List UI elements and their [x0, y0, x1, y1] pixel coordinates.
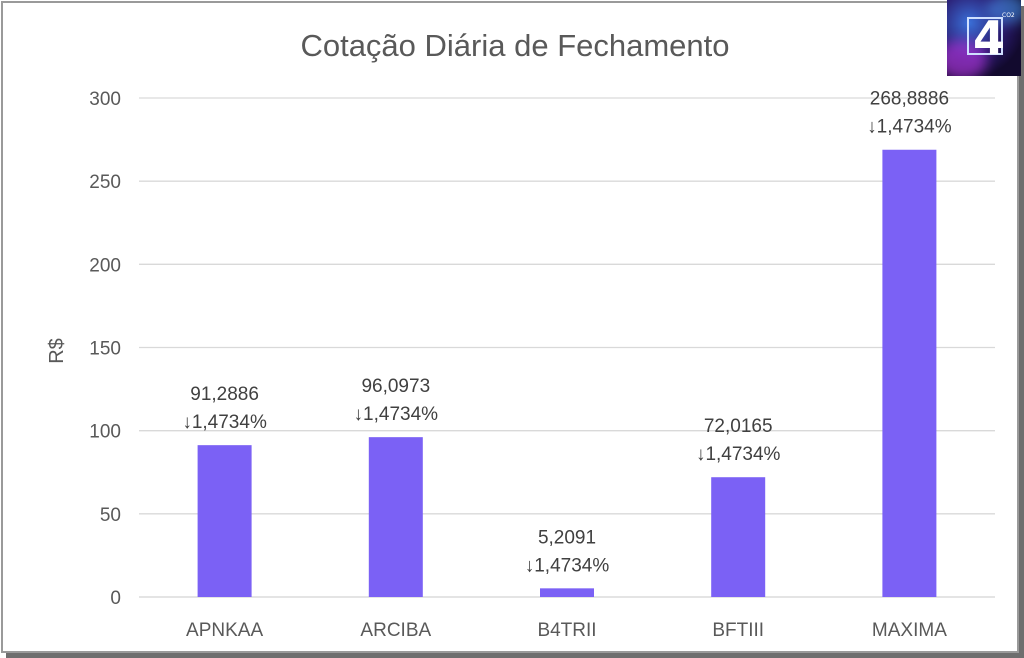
y-tick-label: 0: [110, 588, 121, 609]
x-axis-ticks: APNKAA ARCIBA B4TRII BFTIII MAXIMA: [186, 620, 947, 641]
logo-superscript: CO2: [1002, 12, 1015, 19]
bars: [197, 149, 937, 597]
bar-bftiii: [711, 477, 766, 597]
y-tick-label: 100: [89, 422, 121, 443]
value-label: 91,2886: [190, 384, 259, 405]
change-label: ↓1,4734%: [182, 412, 267, 433]
gridlines: [139, 97, 995, 598]
x-tick-label: MAXIMA: [872, 620, 947, 641]
change-label: ↓1,4734%: [867, 117, 952, 138]
bar-apnkaa: [197, 445, 252, 597]
bar-chart: Cotação Diária de Fechamento R$ 0 50 100 15…: [46, 28, 995, 641]
x-tick-label: ARCIBA: [360, 620, 431, 641]
data-labels: 91,2886 ↓1,4734% 96,0973 ↓1,4734% 5,2091 ↓1,4…: [182, 89, 951, 577]
change-label: ↓1,4734%: [696, 444, 781, 465]
y-tick-label: 150: [89, 339, 121, 360]
y-tick-label: 250: [89, 172, 121, 193]
bar-b4trii: [540, 588, 594, 597]
x-tick-label: B4TRII: [537, 620, 596, 641]
brand-logo: 4 CO2: [947, 0, 1021, 76]
change-label: ↓1,4734%: [354, 404, 439, 425]
value-label: 5,2091: [538, 527, 596, 548]
y-axis-ticks: 0 50 100 150 200 250 300: [89, 89, 121, 609]
value-label: 268,8886: [870, 89, 949, 110]
x-tick-label: APNKAA: [186, 620, 263, 641]
y-tick-label: 300: [89, 89, 121, 110]
value-label: 96,0973: [361, 376, 430, 397]
change-label: ↓1,4734%: [525, 555, 610, 576]
chart-title: Cotação Diária de Fechamento: [300, 28, 729, 63]
y-tick-label: 50: [100, 505, 121, 526]
x-tick-label: BFTIII: [712, 620, 764, 641]
value-label: 72,0165: [704, 416, 773, 437]
bar-arciba: [368, 437, 423, 597]
y-axis-label: R$: [46, 338, 68, 364]
logo-glyph: 4: [972, 11, 1005, 65]
bar-maxima: [882, 149, 937, 597]
y-tick-label: 200: [89, 255, 121, 276]
